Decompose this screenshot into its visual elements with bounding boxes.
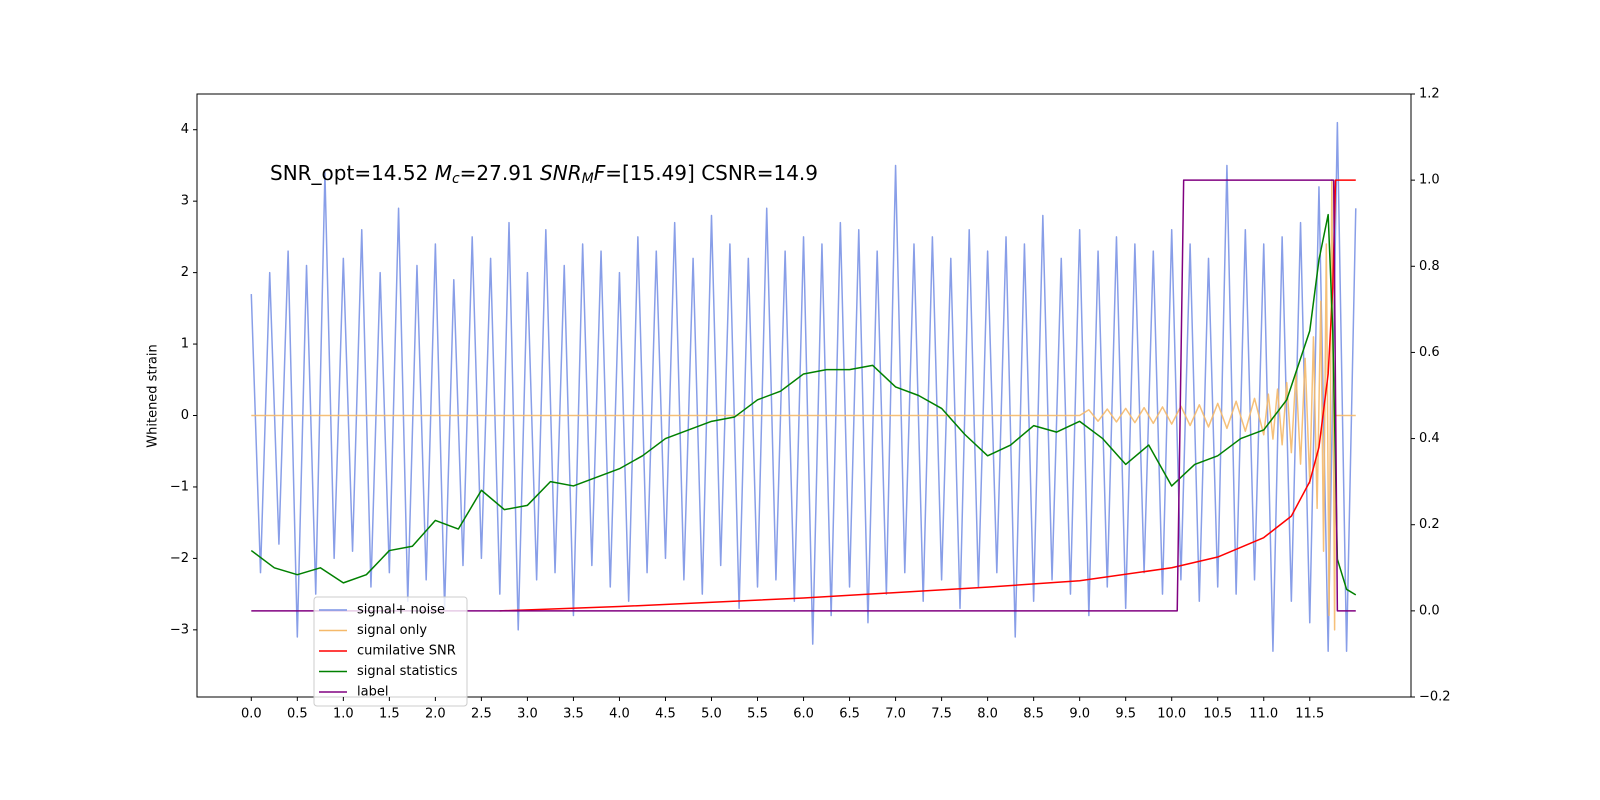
legend: signal+ noise signal only cumilative SNR si… <box>313 596 468 707</box>
y2-tick-label: 0.4 <box>1419 431 1440 446</box>
y-tick-label: −2 <box>170 551 189 566</box>
y-axis-label: Whitened strain <box>146 344 161 447</box>
y-tick-label: 1 <box>181 337 189 352</box>
x-tick-label: 8.0 <box>977 707 998 722</box>
legend-box <box>313 596 468 707</box>
x-tick-label: 7.5 <box>931 707 952 722</box>
x-tick-label: 4.5 <box>655 707 676 722</box>
x-tick-label: 9.0 <box>1069 707 1090 722</box>
series-line <box>250 213 1357 596</box>
annotation-part: =27.91 <box>460 161 540 185</box>
legend-label: cumilative SNR <box>357 644 456 659</box>
annotation-part: SNR <box>540 161 582 185</box>
x-tick-label: 11.0 <box>1249 707 1278 722</box>
y-tick-label: 3 <box>181 194 189 209</box>
x-tick-label: 0.5 <box>287 707 308 722</box>
legend-label: signal statistics <box>357 664 458 679</box>
x-tick-label: 9.5 <box>1115 707 1136 722</box>
x-tick-label: 6.5 <box>839 707 860 722</box>
x-tick-label: 2.0 <box>425 707 446 722</box>
y2-tick-label: 0.0 <box>1419 603 1440 618</box>
series-line <box>250 121 1357 653</box>
x-tick-label: 0.0 <box>241 707 262 722</box>
annotation-part: =[15.49] CSNR=14.9 <box>605 161 818 185</box>
y-tick-label: −3 <box>170 622 189 637</box>
annotation-part: F <box>594 161 606 185</box>
y2-tick-label: 0.2 <box>1419 517 1440 532</box>
x-tick-label: 4.0 <box>609 707 630 722</box>
x-tick-label: 8.5 <box>1023 707 1044 722</box>
x-tick-label: 11.5 <box>1295 707 1324 722</box>
legend-label: signal+ noise <box>357 603 445 618</box>
annotation-part: c <box>452 171 460 187</box>
annotation-part: M <box>582 171 594 187</box>
series-line <box>499 179 1356 612</box>
annotation-part: M <box>435 161 452 185</box>
x-tick-label: 1.0 <box>333 707 354 722</box>
y-tick-label: 4 <box>181 122 189 137</box>
plot-area <box>250 121 1357 653</box>
y-tick-label: −1 <box>170 479 189 494</box>
x-tick-label: 10.5 <box>1203 707 1232 722</box>
y2-tick-label: −0.2 <box>1419 690 1451 705</box>
x-tick-label: 5.0 <box>701 707 722 722</box>
x-tick-label: 10.0 <box>1157 707 1186 722</box>
legend-label: label <box>357 685 388 700</box>
x-tick-label: 5.5 <box>747 707 768 722</box>
legend-label: signal only <box>357 623 427 638</box>
x-tick-label: 3.0 <box>517 707 538 722</box>
series-line <box>251 178 1356 631</box>
y2-tick-label: 1.2 <box>1419 87 1440 102</box>
y2-tick-label: 0.8 <box>1419 259 1440 274</box>
y2-tick-label: 1.0 <box>1419 173 1440 188</box>
annotation-part: SNR_opt=14.52 <box>270 161 435 185</box>
y-tick-label: 0 <box>181 408 189 423</box>
x-tick-label: 1.5 <box>379 707 400 722</box>
y-tick-label: 2 <box>181 265 189 280</box>
x-tick-label: 7.0 <box>885 707 906 722</box>
series-line <box>251 179 1356 612</box>
x-tick-label: 6.0 <box>793 707 814 722</box>
annotation: SNR_opt=14.52 Mc=27.91 SNRMF=[15.49] CSN… <box>270 161 818 188</box>
x-tick-label: 3.5 <box>563 707 584 722</box>
y2-tick-label: 0.6 <box>1419 345 1440 360</box>
x-tick-label: 2.5 <box>471 707 492 722</box>
